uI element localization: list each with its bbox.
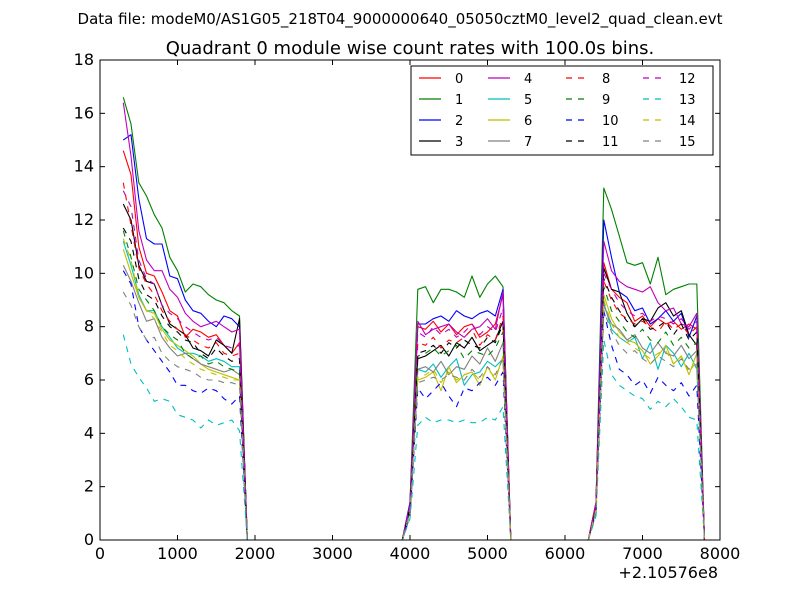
legend-label-8: 8 bbox=[602, 72, 610, 87]
series-line-6 bbox=[122, 249, 706, 541]
series-line-2 bbox=[122, 134, 706, 541]
legend-label-6: 6 bbox=[524, 114, 532, 129]
y-tick-label: 0 bbox=[84, 530, 94, 549]
series-line-11 bbox=[122, 227, 706, 541]
series-line-8 bbox=[122, 182, 706, 541]
x-tick-label: 4000 bbox=[390, 544, 431, 563]
data-file-suptitle: Data file: modeM0/AS1G05_218T04_90000006… bbox=[78, 10, 723, 29]
x-tick-label: 7000 bbox=[622, 544, 663, 563]
y-tick-label: 14 bbox=[74, 157, 94, 176]
x-tick-label: 6000 bbox=[545, 544, 586, 563]
legend-label-1: 1 bbox=[455, 93, 463, 108]
x-tick-label: 8000 bbox=[700, 544, 741, 563]
series-line-7 bbox=[122, 265, 706, 541]
series-line-3 bbox=[122, 203, 706, 541]
ticks-layer: 0 1000 2000 3000 4000 5000 6000 7000 80000246810… bbox=[74, 50, 741, 563]
series-line-10 bbox=[122, 270, 706, 541]
y-tick-label: 18 bbox=[74, 50, 94, 69]
legend-label-2: 2 bbox=[455, 114, 463, 129]
y-tick-label: 10 bbox=[74, 263, 94, 282]
legend-label-9: 9 bbox=[602, 93, 610, 108]
legend-label-13: 13 bbox=[679, 93, 696, 108]
y-tick-label: 6 bbox=[84, 370, 94, 389]
legend-label-4: 4 bbox=[524, 72, 532, 87]
y-tick-label: 12 bbox=[74, 210, 94, 229]
legend-label-5: 5 bbox=[524, 93, 532, 108]
legend-label-7: 7 bbox=[524, 135, 532, 150]
series-line-15 bbox=[122, 291, 706, 541]
chart-title: Quadrant 0 module wise count rates with … bbox=[166, 38, 655, 59]
y-tick-label: 4 bbox=[84, 423, 94, 442]
x-tick-label: 5000 bbox=[467, 544, 508, 563]
legend-label-11: 11 bbox=[602, 135, 619, 150]
series-layer bbox=[122, 97, 706, 541]
series-line-1 bbox=[122, 97, 706, 541]
legend-label-12: 12 bbox=[679, 72, 696, 87]
series-line-13 bbox=[122, 334, 706, 541]
legend-label-0: 0 bbox=[455, 72, 463, 87]
y-tick-label: 2 bbox=[84, 477, 94, 496]
y-tick-label: 16 bbox=[74, 103, 94, 122]
x-tick-label: 3000 bbox=[312, 544, 353, 563]
legend-label-10: 10 bbox=[602, 114, 619, 129]
x-tick-label: 1000 bbox=[157, 544, 198, 563]
series-line-12 bbox=[122, 190, 706, 541]
legend-label-15: 15 bbox=[679, 135, 696, 150]
series-line-9 bbox=[122, 230, 706, 541]
x-tick-label: 0 bbox=[95, 544, 105, 563]
plot-area: 0 1000 2000 3000 4000 5000 6000 7000 80000246810… bbox=[74, 50, 741, 563]
series-line-5 bbox=[122, 241, 706, 541]
y-tick-label: 8 bbox=[84, 317, 94, 336]
x-axis-offset-label: +2.10576e8 bbox=[618, 563, 718, 582]
legend-label-3: 3 bbox=[455, 135, 463, 150]
legend-box bbox=[410, 65, 714, 156]
series-line-4 bbox=[122, 102, 706, 541]
legend-label-14: 14 bbox=[679, 114, 696, 129]
x-tick-label: 2000 bbox=[235, 544, 276, 563]
